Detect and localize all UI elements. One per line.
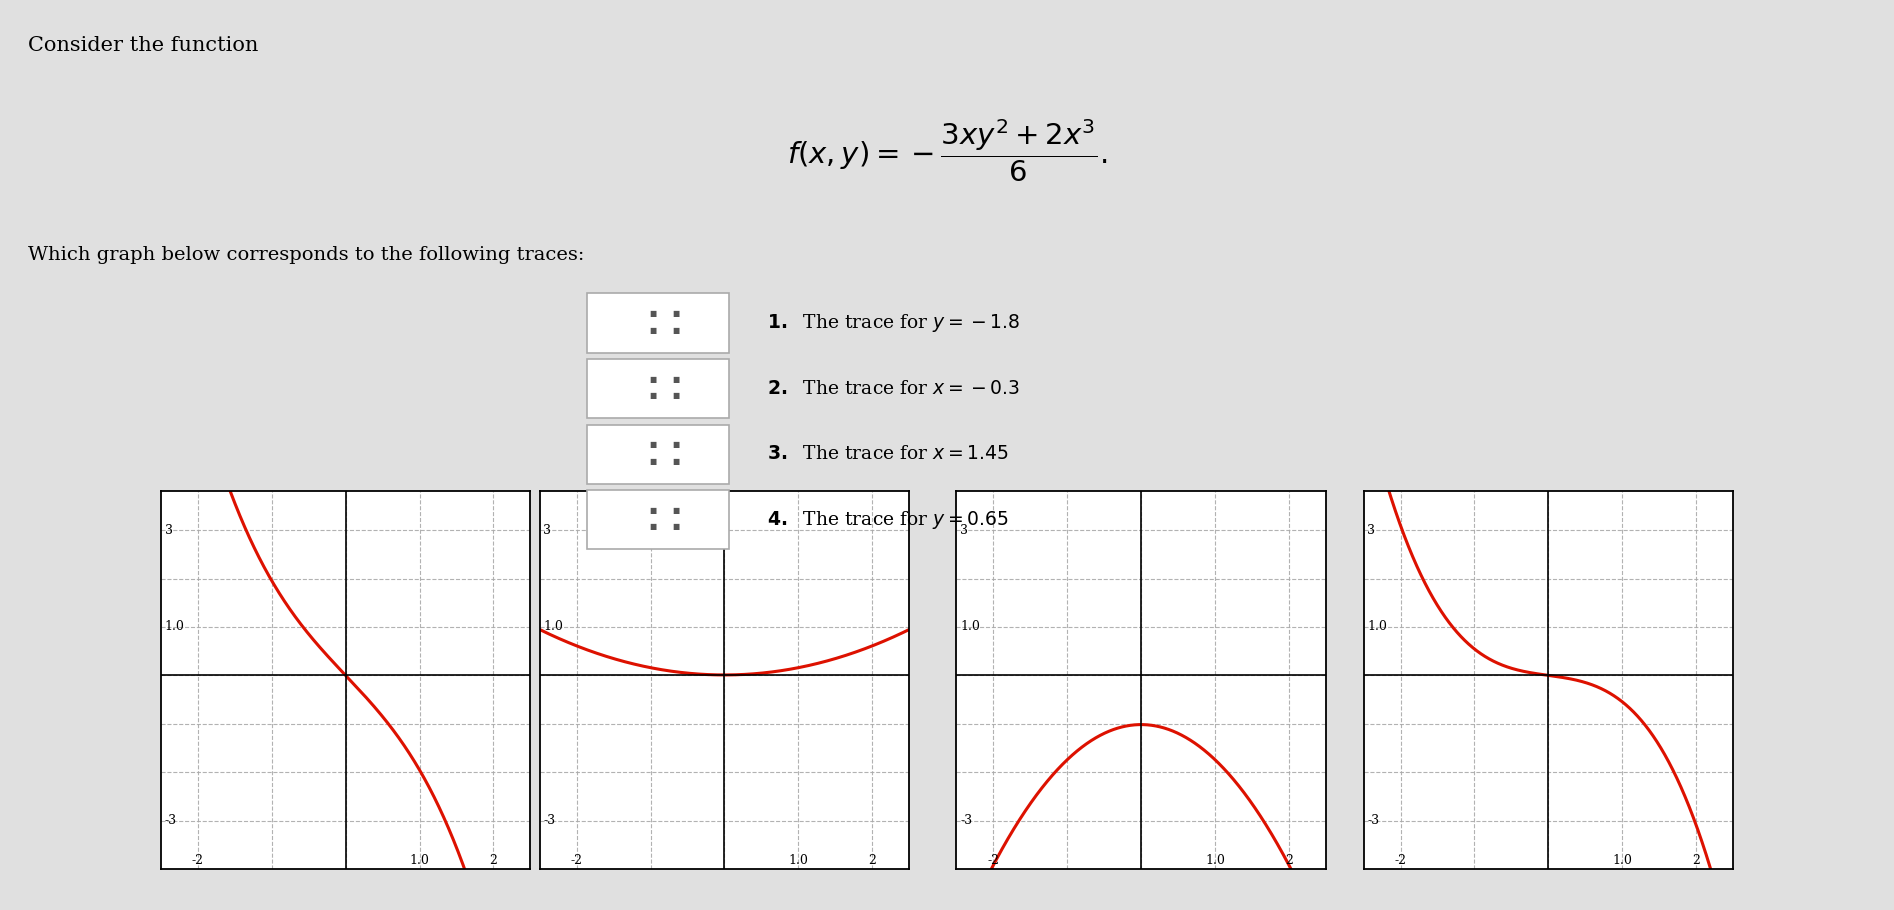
Text: $\mathbf{3.}$  The trace for $x = 1.45$: $\mathbf{3.}$ The trace for $x = 1.45$	[767, 445, 1010, 463]
Text: ■: ■	[650, 391, 657, 400]
Text: -3: -3	[165, 814, 176, 827]
Text: $\mathbf{1.}$  The trace for $y = -1.8$: $\mathbf{1.}$ The trace for $y = -1.8$	[767, 312, 1021, 334]
Text: ■: ■	[650, 326, 657, 335]
Text: 1.0: 1.0	[960, 621, 979, 633]
Text: ■: ■	[672, 391, 680, 400]
Text: 1.0: 1.0	[409, 854, 430, 866]
Text: 3: 3	[544, 523, 551, 537]
Text: 2: 2	[867, 854, 877, 866]
Text: 1.0: 1.0	[544, 621, 563, 633]
Text: ■: ■	[650, 506, 657, 515]
Text: ■: ■	[672, 506, 680, 515]
Text: 1.0: 1.0	[788, 854, 809, 866]
Text: 1.0: 1.0	[1367, 621, 1386, 633]
Text: Consider the function: Consider the function	[28, 36, 259, 56]
Text: -2: -2	[987, 854, 1000, 866]
Text: ■: ■	[672, 326, 680, 335]
Text: 3: 3	[960, 523, 968, 537]
Text: ■: ■	[672, 522, 680, 531]
Text: -3: -3	[544, 814, 555, 827]
Text: -2: -2	[570, 854, 583, 866]
Text: ■: ■	[650, 457, 657, 466]
Text: 1.0: 1.0	[1612, 854, 1633, 866]
Text: -3: -3	[960, 814, 972, 827]
Text: 3: 3	[165, 523, 172, 537]
Text: $f(x, y) = -\dfrac{3xy^2 + 2x^3}{6}.$: $f(x, y) = -\dfrac{3xy^2 + 2x^3}{6}.$	[786, 118, 1108, 185]
Text: ■: ■	[672, 440, 680, 450]
Text: -2: -2	[191, 854, 205, 866]
Text: $\mathbf{2.}$  The trace for $x = -0.3$: $\mathbf{2.}$ The trace for $x = -0.3$	[767, 379, 1021, 398]
Text: 2: 2	[1284, 854, 1294, 866]
Text: 2: 2	[1691, 854, 1701, 866]
Text: 1.0: 1.0	[1205, 854, 1225, 866]
Text: ■: ■	[650, 309, 657, 318]
Text: ■: ■	[650, 375, 657, 384]
Text: ■: ■	[650, 522, 657, 531]
Text: $\mathbf{4.}$  The trace for $y = 0.65$: $\mathbf{4.}$ The trace for $y = 0.65$	[767, 509, 1010, 531]
Text: -2: -2	[1394, 854, 1407, 866]
Text: 1.0: 1.0	[165, 621, 184, 633]
Text: ■: ■	[672, 309, 680, 318]
Text: 3: 3	[1367, 523, 1375, 537]
Text: ■: ■	[672, 375, 680, 384]
Text: -3: -3	[1367, 814, 1379, 827]
Text: ■: ■	[672, 457, 680, 466]
Text: Which graph below corresponds to the following traces:: Which graph below corresponds to the fol…	[28, 246, 585, 264]
Text: ■: ■	[650, 440, 657, 450]
Text: 2: 2	[489, 854, 498, 866]
